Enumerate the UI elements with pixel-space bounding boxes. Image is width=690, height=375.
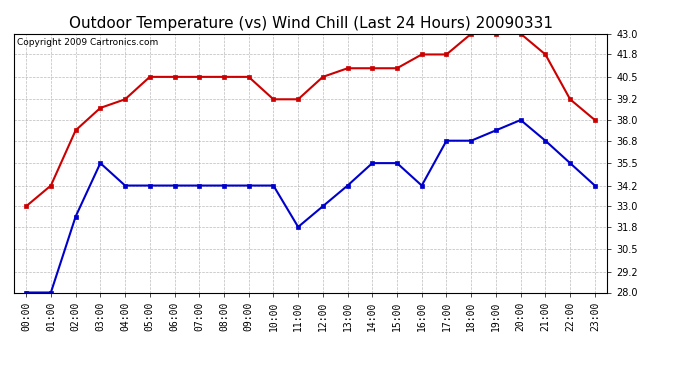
Title: Outdoor Temperature (vs) Wind Chill (Last 24 Hours) 20090331: Outdoor Temperature (vs) Wind Chill (Las… <box>68 16 553 31</box>
Text: Copyright 2009 Cartronics.com: Copyright 2009 Cartronics.com <box>17 38 158 46</box>
